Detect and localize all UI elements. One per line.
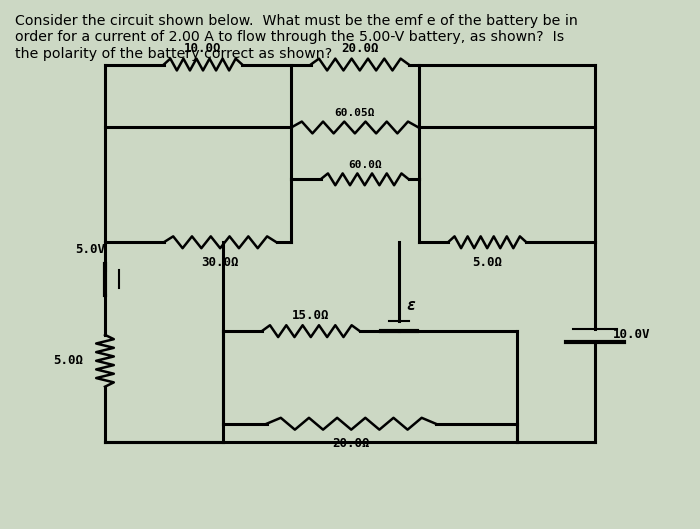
Text: 60.05Ω: 60.05Ω (335, 108, 375, 118)
Text: 10.0Ω: 10.0Ω (184, 42, 222, 55)
Text: 5.0Ω: 5.0Ω (473, 256, 502, 269)
Text: Consider the circuit shown below.  What must be the emf e of the battery be in
o: Consider the circuit shown below. What m… (15, 14, 578, 61)
Text: 30.0Ω: 30.0Ω (202, 256, 239, 269)
Text: 15.0Ω: 15.0Ω (292, 308, 330, 322)
Text: ε: ε (407, 298, 416, 313)
Text: 5.0V: 5.0V (76, 243, 105, 256)
Text: 5.0Ω: 5.0Ω (53, 354, 83, 367)
Text: 20.0Ω: 20.0Ω (341, 42, 379, 55)
Text: 60.0Ω: 60.0Ω (348, 160, 382, 170)
Text: 20.0Ω: 20.0Ω (332, 437, 370, 450)
Text: 10.0V: 10.0V (612, 329, 650, 341)
